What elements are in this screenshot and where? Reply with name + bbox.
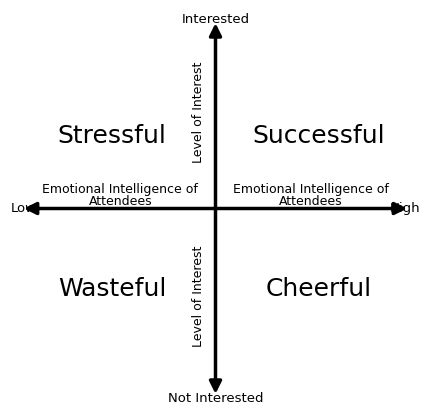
Text: Low: Low [11, 202, 37, 215]
Text: Cheerful: Cheerful [265, 276, 371, 301]
Text: Level of Interest: Level of Interest [192, 62, 205, 163]
Text: Not Interested: Not Interested [167, 392, 263, 405]
Text: High: High [389, 202, 419, 215]
Text: Interested: Interested [181, 13, 249, 26]
Text: Attendees: Attendees [88, 195, 152, 208]
Text: Stressful: Stressful [58, 124, 166, 148]
Text: Emotional Intelligence of: Emotional Intelligence of [232, 183, 388, 196]
Text: Successful: Successful [252, 124, 384, 148]
Text: Wasteful: Wasteful [58, 276, 166, 301]
Text: Level of Interest: Level of Interest [192, 246, 205, 347]
Text: Attendees: Attendees [278, 195, 342, 208]
Text: Emotional Intelligence of: Emotional Intelligence of [42, 183, 198, 196]
